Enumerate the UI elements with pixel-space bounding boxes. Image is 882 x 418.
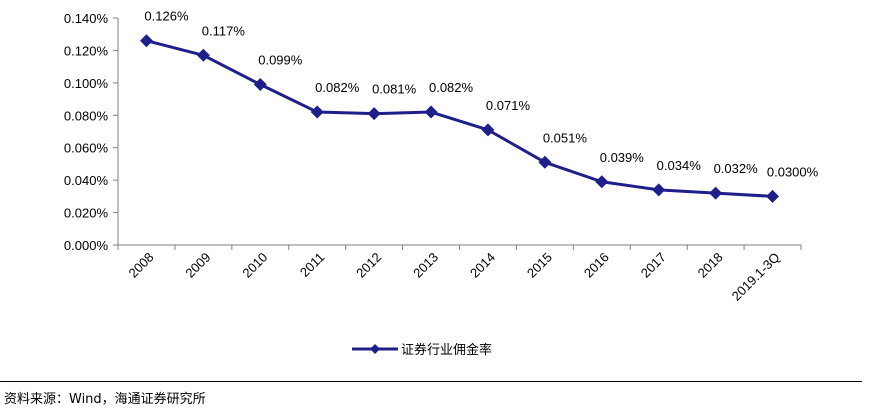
y-tick-label: 0.060% (64, 141, 109, 156)
y-tick-label: 0.140% (64, 11, 109, 26)
y-tick-label: 0.120% (64, 43, 109, 58)
data-point (424, 105, 438, 119)
y-tick-label: 0.040% (64, 173, 109, 188)
x-tick-label: 2018 (695, 250, 726, 281)
source-note: 资料来源：Wind，海通证券研究所 (4, 392, 206, 407)
data-point (253, 77, 267, 91)
data-label: 0.071% (486, 98, 531, 113)
data-labels: 0.126% 0.117% 0.099% 0.082% 0.081% 0.082% 0.07… (144, 9, 818, 180)
series-group (139, 34, 780, 203)
data-label: 0.081% (372, 82, 417, 97)
y-tick-label: 0.080% (64, 108, 109, 123)
y-tick-label: 0.000% (64, 238, 109, 253)
data-label: 0.082% (315, 80, 360, 95)
data-point (652, 183, 666, 197)
legend: 证券行业佣金率 (352, 342, 492, 358)
legend-marker (370, 344, 380, 354)
data-label: 0.099% (258, 52, 303, 67)
x-tick-label: 2016 (581, 250, 612, 281)
data-point (595, 175, 609, 189)
data-point (310, 105, 324, 119)
chart-axes (117, 18, 801, 246)
source-divider (0, 381, 862, 382)
x-tick-label: 2017 (638, 250, 669, 281)
data-label: 0.082% (429, 80, 474, 95)
x-tick-label: 2013 (410, 250, 441, 281)
data-point (139, 34, 153, 48)
series-line (146, 39, 773, 198)
x-tick-label: 2010 (239, 250, 270, 281)
data-label: 0.034% (657, 158, 702, 173)
data-label: 0.039% (600, 150, 645, 165)
x-tick-label: 2014 (467, 250, 498, 281)
x-tick-label: 2008 (126, 250, 157, 281)
x-axis-ticks: 2008 2009 2010 2011 2012 2013 2014 2015 2016 2017… (117, 245, 802, 304)
data-label: 0.051% (543, 130, 588, 145)
data-label: 0.032% (714, 161, 759, 176)
legend-label: 证券行业佣金率 (401, 342, 492, 358)
y-tick-label: 0.100% (64, 76, 109, 91)
data-label: 0.117% (202, 23, 246, 38)
x-tick-label: 2009 (182, 250, 213, 281)
data-label: 0.0300% (767, 164, 819, 179)
y-axis-ticks: 0.000% 0.020% 0.040% 0.060% 0.080% 0.100% 0.12… (64, 11, 118, 253)
x-tick-label: 2011 (297, 250, 327, 280)
data-point (766, 189, 780, 203)
x-tick-label: 2012 (353, 250, 384, 281)
x-tick-label: 2019.1-3Q (729, 250, 783, 304)
data-point (367, 107, 381, 121)
data-label: 0.126% (144, 9, 189, 24)
data-point (196, 48, 210, 62)
data-point (709, 186, 723, 200)
x-tick-label: 2015 (524, 250, 555, 281)
y-tick-label: 0.020% (64, 206, 109, 221)
data-point (481, 123, 495, 137)
data-point (538, 155, 552, 169)
